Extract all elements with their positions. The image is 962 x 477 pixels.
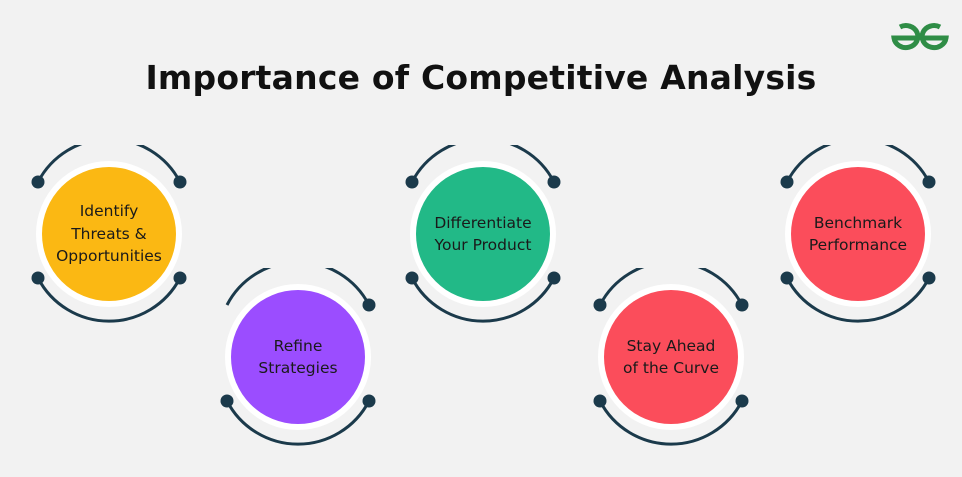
- step-stay-ahead: Stay Ahead of the Curve: [591, 268, 751, 448]
- ring-dot: [31, 271, 45, 285]
- step-circle: [416, 167, 550, 301]
- ring-dot: [922, 175, 936, 189]
- step-differentiate-product: Differentiate Your Product: [403, 145, 563, 325]
- step-refine-strategies: Refine Strategies: [218, 268, 378, 448]
- ring-arc-top: [36, 145, 182, 183]
- ring-dot: [362, 298, 376, 312]
- ring-dot: [220, 394, 234, 408]
- gfg-logo-icon: [891, 23, 949, 51]
- step-benchmark-performance: Benchmark Performance: [778, 145, 938, 325]
- step-identify-threats: Identify Threats & Opportunities: [29, 145, 189, 325]
- ring-dot: [780, 271, 794, 285]
- ring-dot: [922, 271, 936, 285]
- ring-dot: [780, 175, 794, 189]
- ring-dot: [362, 394, 376, 408]
- ring-dot: [547, 175, 561, 189]
- step-label: Differentiate Your Product: [434, 213, 532, 254]
- ring-dot: [547, 271, 561, 285]
- step-circle: [604, 290, 738, 424]
- step-label: Stay Ahead of the Curve: [623, 336, 719, 377]
- ring-dot: [405, 175, 419, 189]
- ring-arc-bottom: [36, 277, 182, 323]
- ring-dot: [405, 271, 419, 285]
- ring-dot: [593, 298, 607, 312]
- ring-dot: [173, 175, 187, 189]
- step-circle: [231, 290, 365, 424]
- step-label: Identify Threats & Opportunities: [56, 202, 162, 266]
- step-circle: [42, 167, 176, 301]
- ring-dot: [735, 394, 749, 408]
- step-label: Refine Strategies: [258, 336, 338, 377]
- step-label: Benchmark Performance: [808, 213, 908, 254]
- ring-dot: [593, 394, 607, 408]
- step-circle: [791, 167, 925, 301]
- ring-dot: [31, 175, 45, 189]
- ring-dot: [173, 271, 187, 285]
- ring-dot: [735, 298, 749, 312]
- page-title: Importance of Competitive Analysis: [145, 58, 817, 97]
